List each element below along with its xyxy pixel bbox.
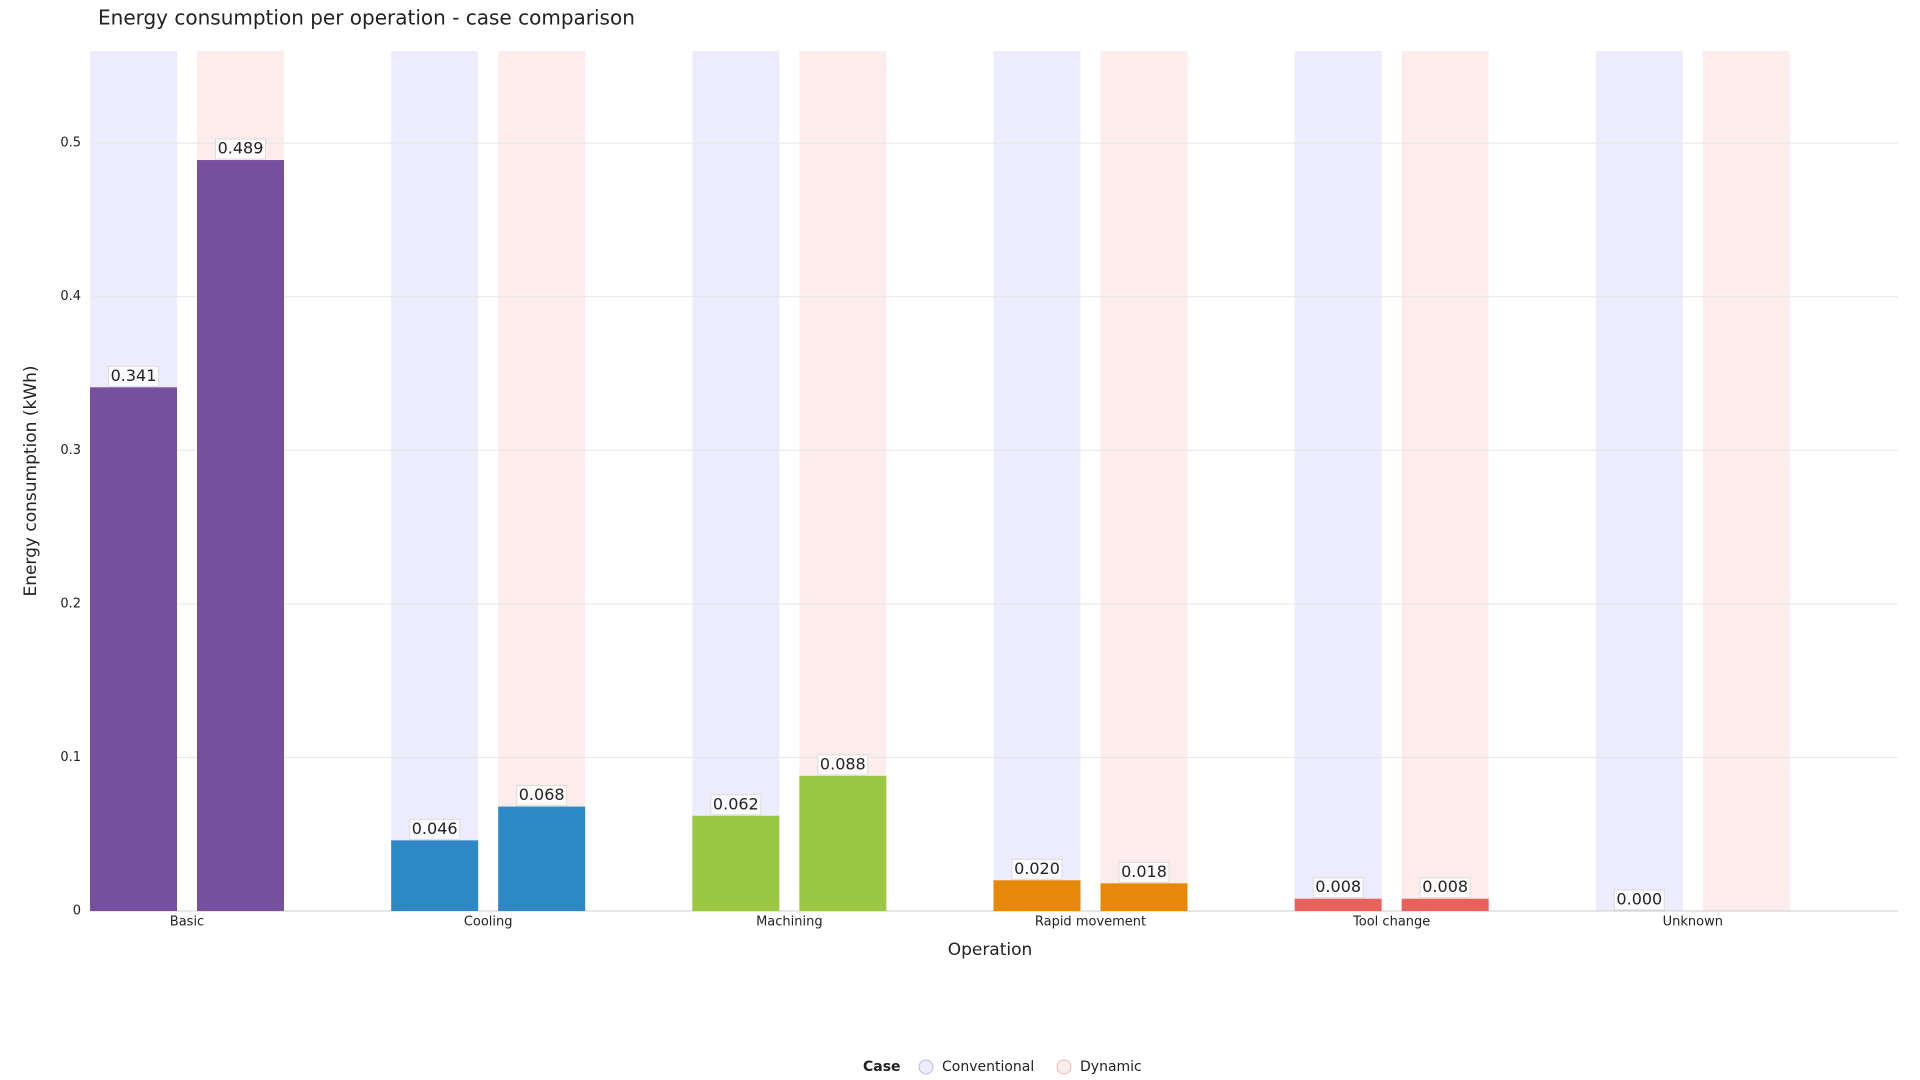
value-label: 0.018 (1121, 862, 1167, 881)
value-label-box (516, 785, 568, 807)
legend-title: Case (863, 1059, 901, 1075)
y-tick-label: 0.1 (60, 750, 81, 765)
background-band (1294, 51, 1382, 911)
legend-label[interactable]: Conventional (942, 1059, 1034, 1075)
value-label-box (215, 138, 266, 160)
y-tick-label: 0 (73, 904, 81, 919)
x-tick-label: Rapid movement (1035, 915, 1146, 930)
legend-label[interactable]: Dynamic (1080, 1059, 1142, 1075)
value-label-box (817, 754, 869, 776)
value-label: 0.020 (1014, 859, 1060, 878)
bar (391, 840, 479, 911)
value-label-box (710, 794, 762, 816)
bar (1294, 898, 1382, 911)
chart-title: Energy consumption per operation - case … (98, 6, 635, 30)
bar (90, 387, 177, 912)
value-label-box (1613, 889, 1665, 911)
x-tick-label: Tool change (1352, 915, 1430, 930)
value-label: 0.062 (713, 794, 759, 813)
value-label-box (108, 365, 159, 387)
x-tick-label: Basic (170, 915, 204, 930)
x-tick-label: Unknown (1663, 915, 1723, 930)
value-label-box (1011, 858, 1063, 880)
bar (197, 160, 284, 912)
x-tick-label: Machining (756, 915, 823, 930)
background-band (1100, 51, 1188, 911)
legend-swatch[interactable] (918, 1059, 934, 1075)
y-tick-label: 0.4 (60, 289, 81, 304)
background-band (993, 51, 1081, 911)
bar (799, 775, 887, 911)
bar (498, 806, 586, 911)
value-label-box (1419, 877, 1471, 899)
x-tick-label: Cooling (464, 915, 513, 930)
bar (1100, 883, 1188, 911)
value-label: 0.046 (412, 819, 458, 838)
value-label: 0.341 (111, 366, 157, 385)
background-band (498, 51, 586, 911)
value-label: 0.088 (820, 754, 866, 773)
value-label-box (409, 818, 461, 840)
bar (993, 880, 1081, 911)
background-band (1702, 51, 1790, 911)
legend-swatch[interactable] (1056, 1059, 1072, 1075)
value-label-box (1312, 877, 1364, 899)
value-label: 0.000 (1616, 890, 1662, 909)
value-label: 0.068 (519, 785, 565, 804)
value-label: 0.008 (1422, 877, 1468, 896)
background-band (391, 51, 479, 911)
background-band (1401, 51, 1489, 911)
background-band (1595, 51, 1683, 911)
y-axis-label: Energy consumption (kWh) (21, 365, 41, 596)
background-band (692, 51, 780, 911)
bar (692, 815, 780, 911)
y-tick-label: 0.3 (60, 443, 81, 458)
y-tick-label: 0.2 (60, 596, 81, 611)
value-label: 0.008 (1315, 877, 1361, 896)
bar (1401, 898, 1489, 911)
y-tick-label: 0.5 (60, 136, 81, 151)
value-label-box (1118, 861, 1170, 883)
x-axis-label: Operation (948, 940, 1033, 960)
value-label: 0.489 (218, 139, 264, 158)
